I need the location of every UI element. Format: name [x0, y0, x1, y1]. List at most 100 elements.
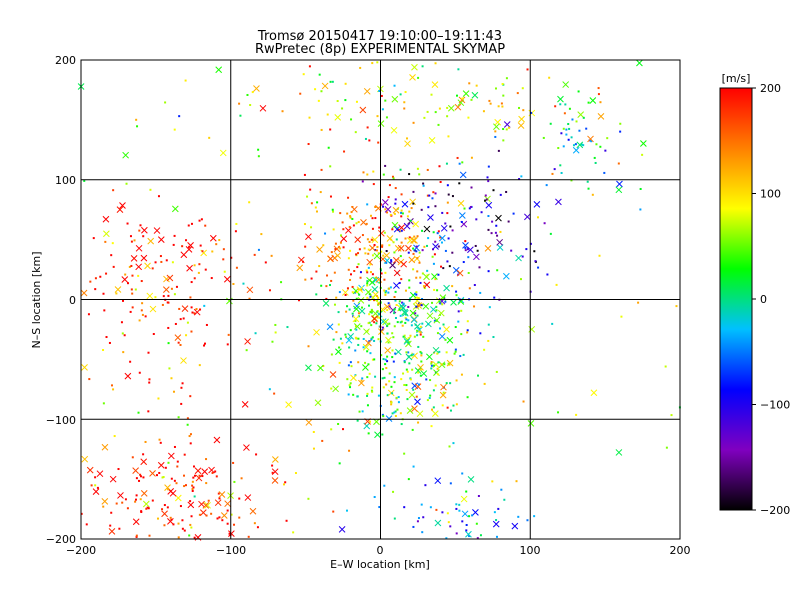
data-point — [125, 182, 128, 185]
data-point — [360, 288, 363, 291]
data-point — [437, 123, 440, 126]
data-point-cross — [219, 149, 227, 157]
data-point — [140, 511, 143, 514]
data-point — [403, 383, 406, 386]
data-point — [361, 234, 364, 237]
data-point — [161, 508, 164, 511]
data-point — [606, 137, 609, 140]
data-point — [380, 272, 383, 275]
data-point — [571, 118, 574, 121]
data-point — [412, 121, 415, 124]
data-point — [458, 182, 461, 185]
data-point — [110, 254, 113, 257]
data-point-cross — [363, 87, 371, 95]
data-point — [577, 90, 580, 93]
data-point — [346, 212, 349, 215]
data-point — [467, 271, 470, 274]
data-point — [496, 234, 499, 237]
data-point — [464, 240, 467, 243]
data-point — [332, 338, 335, 341]
data-point — [360, 379, 363, 382]
data-point — [361, 180, 364, 183]
data-point — [560, 132, 563, 135]
data-point — [437, 230, 440, 233]
data-point — [120, 321, 123, 324]
data-point-cross — [335, 348, 342, 356]
data-point — [368, 240, 371, 243]
data-point — [419, 333, 422, 336]
data-point — [404, 237, 407, 240]
data-point — [372, 170, 375, 173]
data-point — [387, 291, 390, 294]
data-point-cross — [493, 123, 500, 131]
data-point-cross — [515, 254, 522, 262]
data-point — [188, 435, 191, 438]
data-point — [591, 193, 594, 196]
data-point — [392, 309, 395, 312]
data-point — [468, 207, 471, 210]
data-point — [183, 453, 186, 456]
data-point — [385, 383, 388, 386]
data-point-cross — [347, 332, 355, 340]
data-point — [385, 367, 388, 370]
data-point — [129, 360, 132, 363]
data-point — [499, 230, 502, 233]
data-point — [235, 266, 238, 269]
data-point — [431, 255, 434, 258]
data-point-cross — [305, 419, 313, 426]
data-point — [385, 261, 388, 264]
data-point — [549, 122, 552, 125]
data-point — [357, 312, 360, 315]
data-point — [598, 254, 601, 257]
data-point — [404, 321, 407, 324]
data-point — [412, 247, 415, 250]
data-point — [352, 299, 355, 302]
data-point — [410, 324, 413, 327]
data-point — [381, 108, 384, 111]
data-point-cross — [409, 73, 416, 81]
data-point — [180, 386, 183, 389]
data-point — [445, 537, 448, 540]
data-point — [412, 252, 415, 255]
data-point — [454, 326, 457, 329]
data-point — [363, 247, 366, 250]
data-point — [192, 486, 195, 489]
data-point — [434, 62, 437, 65]
data-point — [426, 194, 429, 197]
data-point — [442, 267, 445, 270]
data-point-cross — [357, 297, 365, 304]
data-point-cross — [350, 374, 357, 382]
data-point-cross — [363, 328, 370, 336]
data-point-cross — [271, 456, 279, 463]
data-point — [380, 354, 383, 357]
data-point — [457, 310, 460, 313]
data-point — [417, 371, 420, 374]
data-point — [437, 245, 440, 248]
data-point-cross — [410, 316, 418, 324]
data-point — [340, 234, 343, 237]
data-point — [89, 280, 92, 283]
data-point — [444, 249, 447, 252]
data-point — [560, 171, 563, 174]
data-point — [391, 356, 394, 359]
data-point-cross — [495, 214, 502, 222]
data-point — [388, 380, 391, 383]
data-point — [248, 297, 251, 300]
data-point — [372, 183, 375, 186]
data-point — [454, 348, 457, 351]
data-point — [191, 489, 194, 492]
data-point — [416, 314, 419, 317]
data-point — [495, 535, 498, 538]
data-point-cross — [389, 261, 396, 269]
data-point — [505, 77, 508, 80]
data-point — [381, 413, 384, 416]
data-point — [251, 91, 254, 94]
data-point — [497, 105, 500, 108]
data-point — [172, 523, 175, 526]
data-point — [273, 392, 276, 395]
data-point — [620, 315, 623, 318]
x-tick-label: −200 — [66, 544, 96, 557]
data-point — [405, 384, 408, 387]
data-point — [315, 210, 318, 213]
data-point — [133, 239, 136, 242]
